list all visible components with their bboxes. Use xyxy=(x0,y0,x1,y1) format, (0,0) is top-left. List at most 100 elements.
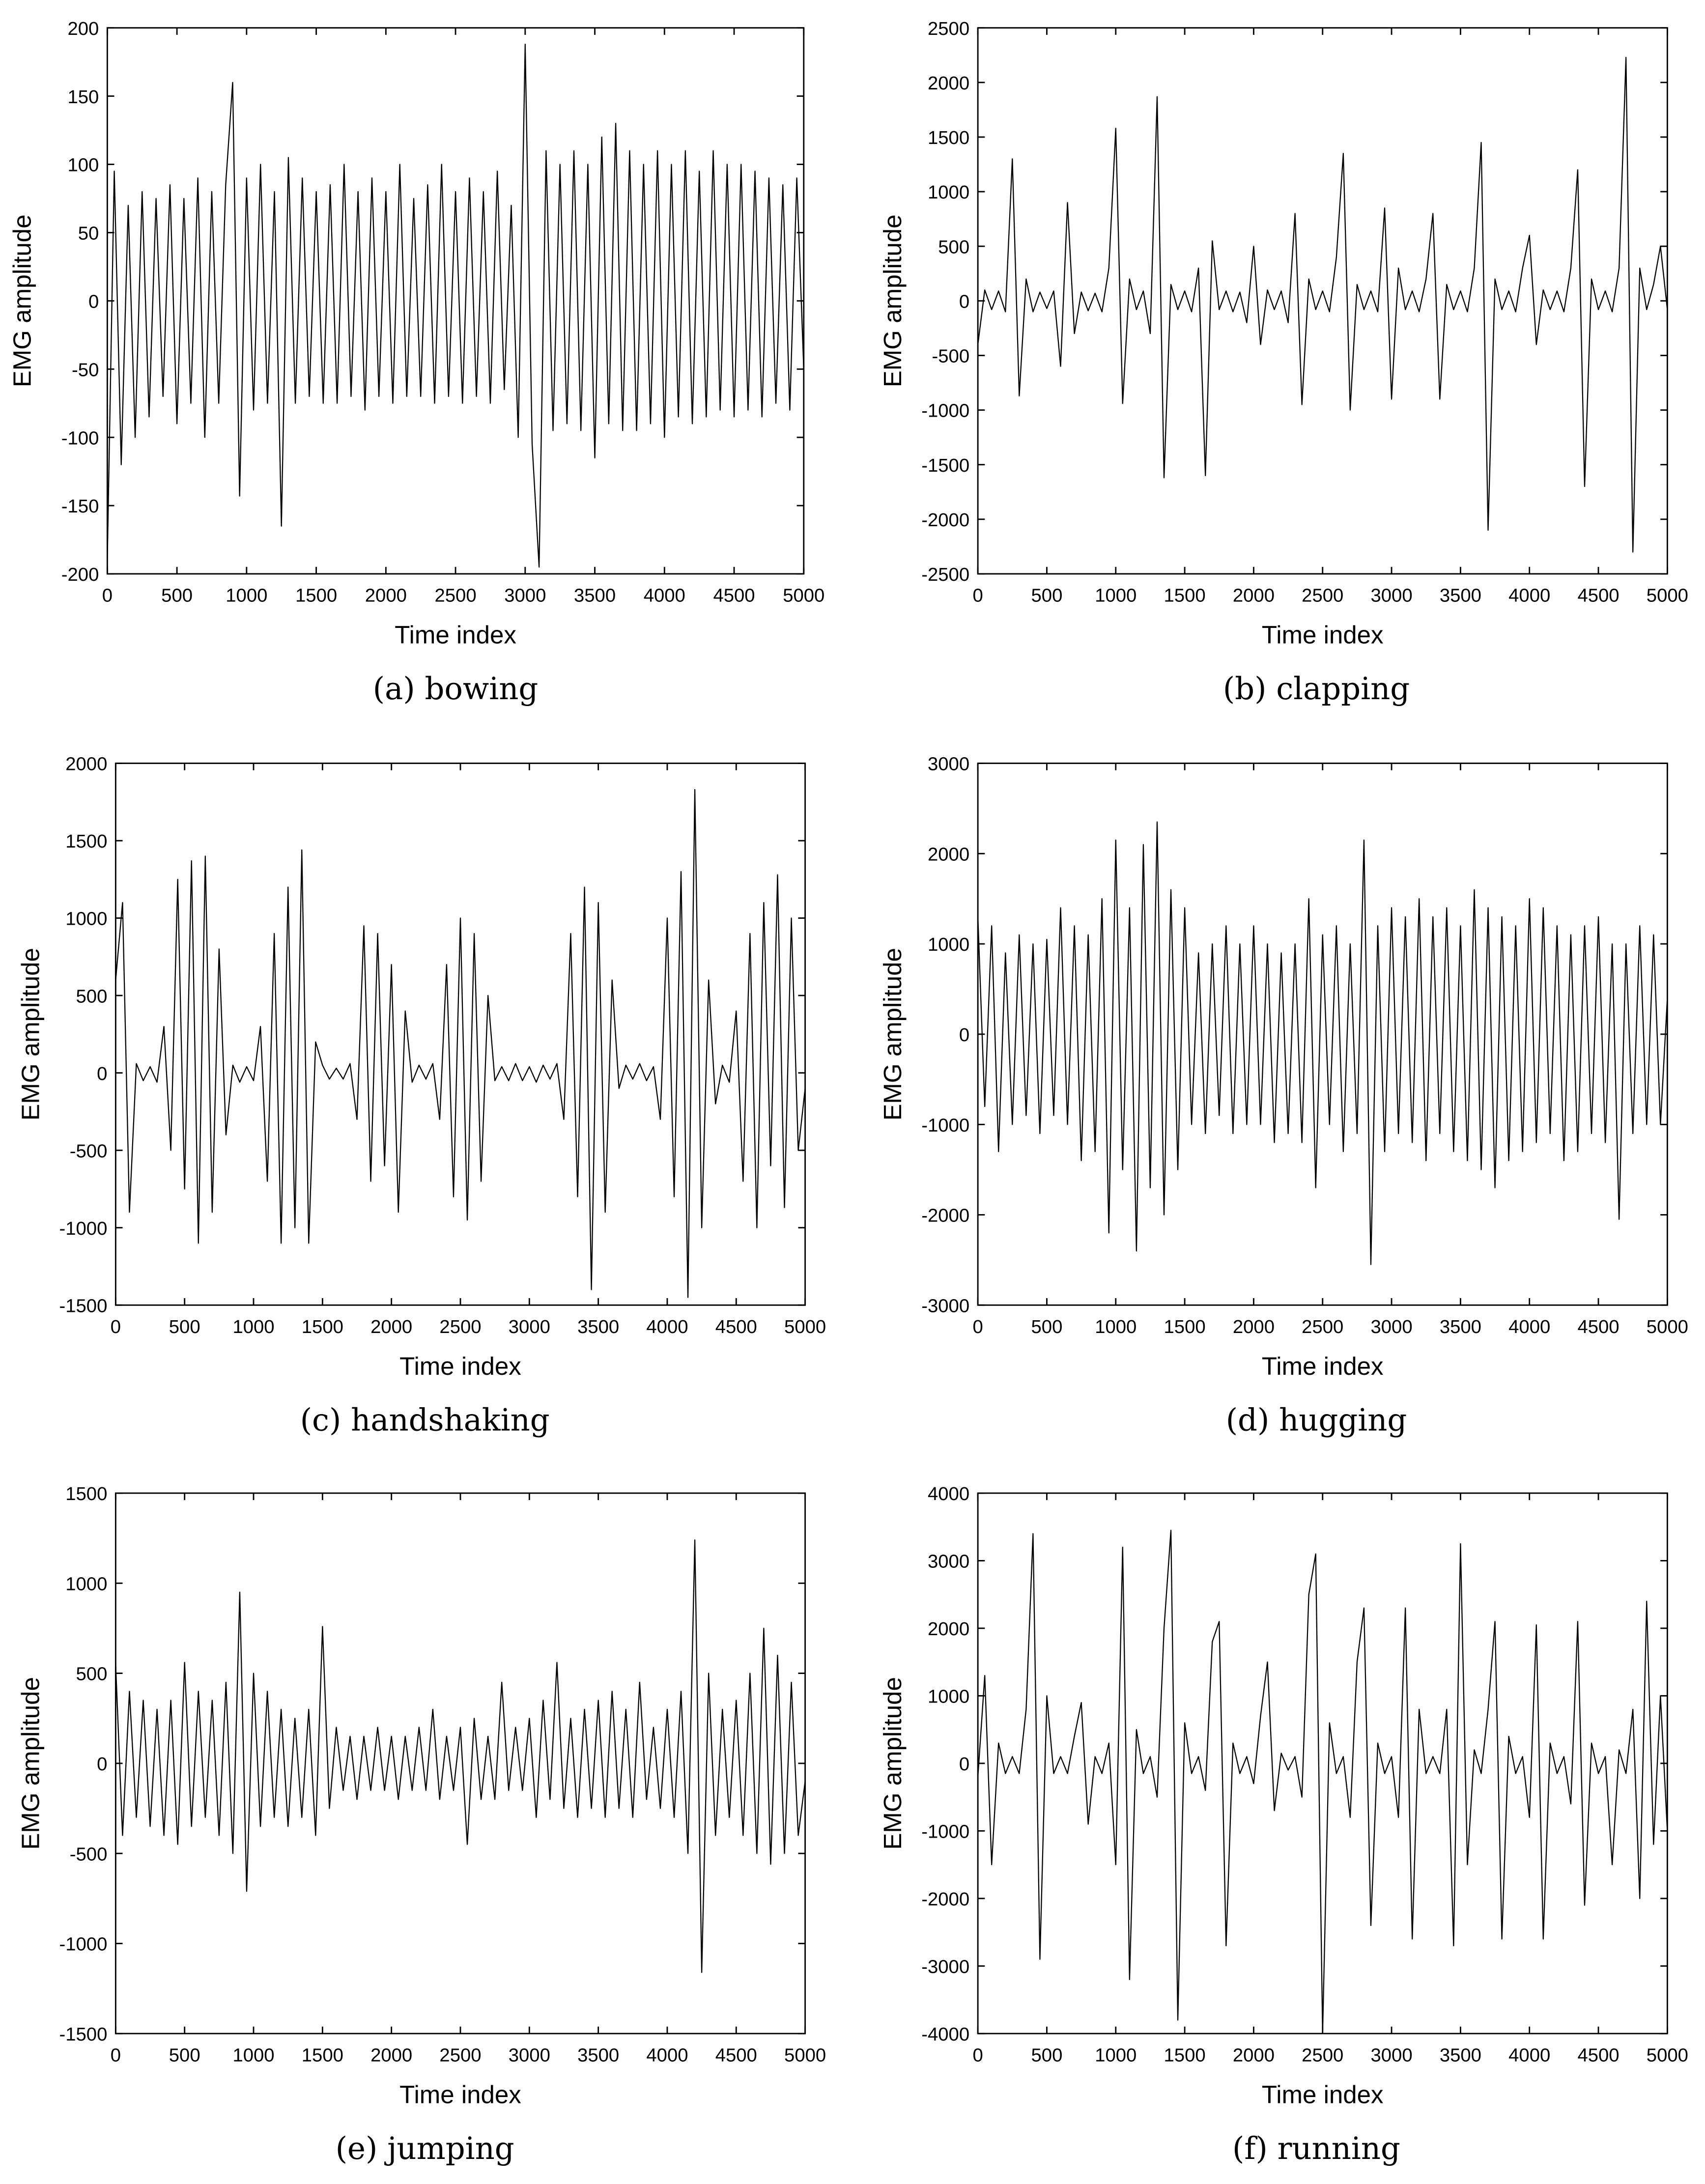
y-tick-label: 1000 xyxy=(65,1573,107,1594)
x-tick-label: 4500 xyxy=(715,2045,757,2066)
x-tick-label: 2500 xyxy=(1302,1316,1343,1337)
y-tick-label: -1000 xyxy=(921,1821,969,1843)
y-tick-label: 2000 xyxy=(928,1618,969,1640)
x-tick-label: 2500 xyxy=(439,2045,481,2066)
x-tick-label: 500 xyxy=(1031,2045,1063,2066)
y-tick-label: -500 xyxy=(70,1844,108,1865)
y-tick-label: -1000 xyxy=(921,1115,969,1136)
x-tick-label: 3000 xyxy=(1371,1316,1413,1337)
x-tick-label: 1500 xyxy=(1164,585,1206,606)
x-tick-label: 1000 xyxy=(232,1316,274,1337)
y-tick-label: -500 xyxy=(932,346,970,367)
x-tick-label: 0 xyxy=(972,1316,983,1337)
y-tick-label: 500 xyxy=(938,236,969,257)
x-tick-label: 3500 xyxy=(577,1316,619,1337)
x-tick-label: 4000 xyxy=(1508,1316,1550,1337)
x-tick-label: 1000 xyxy=(1095,585,1137,606)
x-tick-label: 3000 xyxy=(504,585,546,606)
plot-frame xyxy=(977,27,1668,575)
x-tick-label: 3000 xyxy=(509,1316,550,1337)
x-axis-label: Time index xyxy=(399,2081,521,2109)
x-axis-label: Time index xyxy=(1262,1352,1384,1380)
x-tick-label: 2000 xyxy=(1233,585,1275,606)
y-tick-label: -150 xyxy=(61,496,99,517)
x-tick-label: 0 xyxy=(102,585,113,606)
y-tick-label: 4000 xyxy=(928,1483,969,1504)
x-tick-label: 1500 xyxy=(295,585,337,606)
x-tick-label: 3500 xyxy=(1440,2045,1481,2066)
x-tick-label: 3500 xyxy=(577,2045,619,2066)
y-tick-label: 200 xyxy=(68,18,99,39)
x-tick-label: 2000 xyxy=(370,1316,412,1337)
y-tick-label: 1500 xyxy=(65,1483,107,1504)
y-axis-label: EMG amplitude xyxy=(879,215,907,388)
x-tick-label: 1000 xyxy=(1095,2045,1137,2066)
y-tick-label: -4000 xyxy=(921,2024,969,2045)
x-tick-label: 1500 xyxy=(1164,1316,1206,1337)
y-tick-label: -100 xyxy=(61,427,99,449)
x-tick-label: 1000 xyxy=(226,585,267,606)
y-tick-label: -1000 xyxy=(59,1218,107,1239)
y-tick-label: 1000 xyxy=(928,1686,969,1707)
x-tick-label: 500 xyxy=(1031,585,1063,606)
x-tick-label: 500 xyxy=(169,1316,200,1337)
caption: (a) bowing xyxy=(373,671,539,707)
y-tick-label: 50 xyxy=(78,223,99,244)
x-tick-label: 3000 xyxy=(1371,585,1413,606)
x-tick-label: 4500 xyxy=(1577,1316,1619,1337)
y-tick-label: 3000 xyxy=(928,1551,969,1572)
x-tick-label: 4500 xyxy=(713,585,755,606)
y-tick-label: -1500 xyxy=(921,455,969,476)
x-tick-label: 500 xyxy=(169,2045,200,2066)
x-tick-label: 1000 xyxy=(1095,1316,1137,1337)
caption: (f) running xyxy=(1232,2130,1400,2166)
x-tick-label: 1000 xyxy=(232,2045,274,2066)
y-tick-label: 1500 xyxy=(65,831,107,852)
x-axis-label: Time index xyxy=(1262,621,1384,649)
y-tick-label: -1000 xyxy=(59,1934,107,1955)
x-tick-label: 0 xyxy=(111,2045,121,2066)
x-tick-label: 3000 xyxy=(1371,2045,1413,2066)
y-tick-label: 2000 xyxy=(928,844,969,865)
x-tick-label: 2500 xyxy=(1302,2045,1343,2066)
x-tick-label: 0 xyxy=(972,585,983,606)
x-axis-label: Time index xyxy=(395,621,516,649)
y-axis-label: EMG amplitude xyxy=(16,1677,44,1850)
x-tick-label: 5000 xyxy=(1647,1316,1688,1337)
y-tick-label: 100 xyxy=(68,155,99,176)
y-tick-label: 1000 xyxy=(928,934,969,955)
y-tick-label: -1500 xyxy=(59,2024,107,2045)
y-tick-label: 1000 xyxy=(65,908,107,930)
y-tick-label: -200 xyxy=(61,564,99,585)
x-tick-label: 4500 xyxy=(715,1316,757,1337)
y-tick-label: 3000 xyxy=(928,754,969,775)
y-axis-label: EMG amplitude xyxy=(8,215,36,388)
x-tick-label: 1500 xyxy=(302,2045,343,2066)
x-tick-label: 0 xyxy=(111,1316,121,1337)
plot-frame xyxy=(114,763,806,1306)
emg-line xyxy=(977,57,1668,553)
x-tick-label: 5000 xyxy=(1647,585,1688,606)
x-tick-label: 4000 xyxy=(1508,2045,1550,2066)
y-tick-label: 0 xyxy=(959,1024,969,1046)
y-tick-label: -3000 xyxy=(921,1295,969,1316)
x-tick-label: 4500 xyxy=(1577,585,1619,606)
emg-line xyxy=(977,821,1668,1265)
y-tick-label: -500 xyxy=(70,1140,108,1162)
x-tick-label: 5000 xyxy=(783,585,824,606)
emg-line xyxy=(107,43,804,568)
y-tick-label: -2500 xyxy=(921,564,969,585)
y-tick-label: 0 xyxy=(959,1754,969,1775)
y-tick-label: -2000 xyxy=(921,510,969,531)
y-tick-label: 2000 xyxy=(928,73,969,94)
x-tick-label: 4000 xyxy=(646,1316,688,1337)
x-tick-label: 4000 xyxy=(644,585,685,606)
caption: (c) handshaking xyxy=(300,1402,550,1438)
y-tick-label: -2000 xyxy=(921,1205,969,1226)
x-tick-label: 2500 xyxy=(439,1316,481,1337)
y-tick-label: 0 xyxy=(97,1754,107,1775)
x-tick-label: 3000 xyxy=(509,2045,550,2066)
x-tick-label: 2000 xyxy=(365,585,407,606)
